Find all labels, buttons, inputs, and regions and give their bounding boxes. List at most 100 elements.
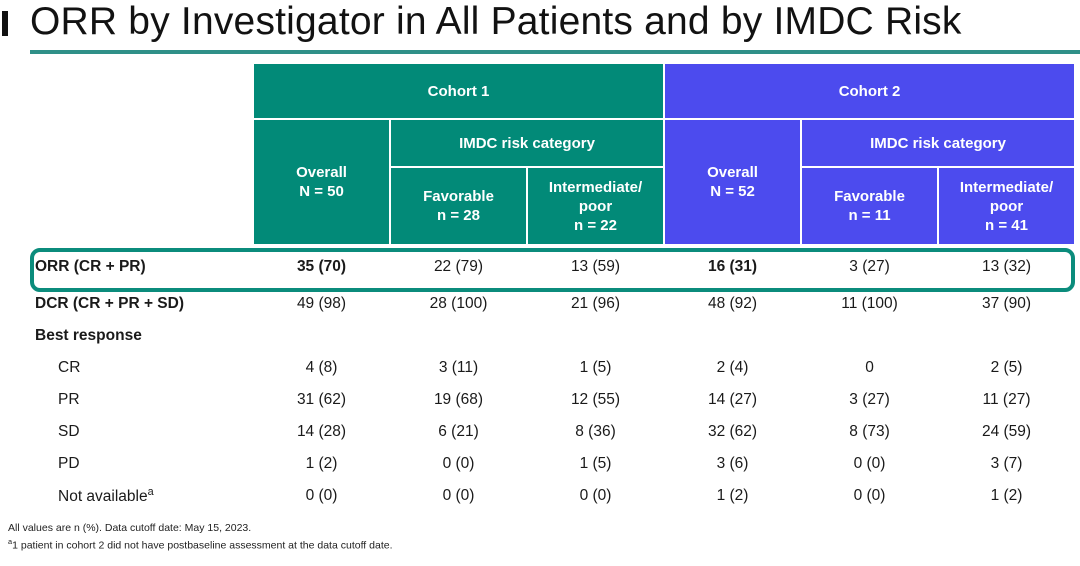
cell-na-c1-overall: 0 (0) [305,487,338,504]
overall-label: Overall [707,164,758,181]
cohort2-favorable-header: Favorable n = 11 [800,166,940,246]
header-row-imdc: Overall N = 50 IMDC risk category Overal… [30,118,1077,246]
cohort1-overall-header: Overall N = 50 [252,118,391,246]
table-row-sd: SD 14 (28) 6 (21) 8 (36) 32 (62) 8 (73) … [30,416,1075,448]
footnotes: All values are n (%). Data cutoff date: … [8,521,393,553]
favorable-label: Favorable [834,188,905,205]
cohort2-intermediate-poor-header: Intermediate/ poor n = 41 [937,166,1077,246]
cell-na-c2-favorable: 0 (0) [853,487,886,504]
cell-sd-c2-intermediate: 24 (59) [981,423,1032,440]
cell-cr-c2-intermediate: 2 (5) [990,359,1023,376]
row-label-cr: CR [58,359,81,376]
row-label-not-available: Not availablea [30,480,253,512]
page-title: ORR by Investigator in All Patients and … [30,0,962,43]
cell-pd-c1-intermediate: 1 (5) [579,455,612,472]
cell-dcr-c2-overall: 48 (92) [707,295,758,312]
cohort2-header: Cohort 2 [663,62,1077,120]
poor-label: poor [578,197,613,215]
overall-n: N = 50 [299,183,344,200]
cell-dcr-c2-favorable: 11 (100) [841,295,898,312]
intermediate-n: n = 22 [574,216,617,234]
header-row-cohorts: Cohort 1 Cohort 2 [30,62,1077,120]
cell-sd-c2-favorable: 8 (73) [849,423,890,440]
cell-orr-c1-favorable: 22 (79) [433,258,484,275]
cohort1-favorable-header: Favorable n = 28 [389,166,528,246]
cell-empty [527,320,664,352]
cell-pd-c1-favorable: 0 (0) [442,455,475,472]
cell-empty [938,320,1075,352]
row-label-pd: PD [58,455,80,472]
cell-dcr-c1-favorable: 28 (100) [429,295,488,312]
cohort1-header: Cohort 1 [251,62,666,120]
corner-cell [30,119,253,167]
cell-empty [390,320,527,352]
table-row-not-available: Not availablea 0 (0) 0 (0) 0 (0) 1 (2) 0… [30,480,1075,512]
cell-sd-c1-favorable: 6 (21) [438,423,479,440]
intermediate-n: n = 41 [985,216,1028,234]
header-row-risk-groups: Favorable n = 28 Intermediate/ poor n = … [30,166,1077,246]
footnote-line-2: a1 patient in cohort 2 did not have post… [8,535,393,553]
cell-pr-c2-overall: 14 (27) [707,391,758,408]
row-label-best-response: Best response [35,327,142,344]
cell-cr-c1-favorable: 3 (11) [438,359,479,376]
cell-orr-c2-intermediate: 13 (32) [981,258,1032,275]
cell-na-c1-intermediate: 0 (0) [579,487,612,504]
row-label-pr: PR [58,391,80,408]
cohort1-imdc-header: IMDC risk category [388,118,666,168]
cell-cr-c1-overall: 4 (8) [305,359,338,376]
cell-dcr-c1-intermediate: 21 (96) [570,295,621,312]
row-label-dcr: DCR (CR + PR + SD) [35,295,184,312]
footnote-marker: a [8,537,13,546]
corner-cell [30,167,253,245]
cell-pd-c2-overall: 3 (6) [716,455,749,472]
cohort2-imdc-header: IMDC risk category [800,118,1077,168]
cell-empty [664,320,801,352]
cell-orr-c2-favorable: 3 (27) [849,258,890,275]
cell-na-c2-overall: 1 (2) [716,487,749,504]
row-label-orr: ORR (CR + PR) [35,257,146,275]
cell-dcr-c2-intermediate: 37 (90) [981,295,1032,312]
cell-sd-c1-intermediate: 8 (36) [575,423,616,440]
cell-pr-c2-intermediate: 11 (27) [982,391,1031,408]
cell-sd-c2-overall: 32 (62) [707,423,758,440]
table-row-best-response: Best response [30,320,1075,352]
title-underline [30,50,1080,54]
cohort1-intermediate-poor-header: Intermediate/ poor n = 22 [525,166,666,246]
cell-pd-c1-overall: 1 (2) [305,455,338,472]
overall-label: Overall [296,164,347,181]
footnote-marker: a [147,485,154,498]
intermediate-label: Intermediate/ [548,178,643,196]
favorable-label: Favorable [423,188,494,205]
table-row-pd: PD 1 (2) 0 (0) 1 (5) 3 (6) 0 (0) 3 (7) [30,448,1075,480]
table-row-orr: ORR (CR + PR) 35 (70) 22 (79) 13 (59) 16… [30,245,1075,288]
cell-empty [801,320,938,352]
cell-orr-c1-intermediate: 13 (59) [570,258,621,275]
cell-pr-c1-favorable: 19 (68) [433,391,484,408]
slide-edge-mark [2,11,8,36]
cell-pr-c1-overall: 31 (62) [296,391,347,408]
cell-sd-c1-overall: 14 (28) [296,423,347,440]
cell-orr-c2-overall: 16 (31) [707,258,758,275]
footnote-line-1: All values are n (%). Data cutoff date: … [8,522,252,534]
poor-label: poor [989,197,1024,215]
favorable-n: n = 11 [848,207,891,224]
overall-n: N = 52 [710,183,755,200]
cell-cr-c1-intermediate: 1 (5) [579,359,612,376]
cell-na-c2-intermediate: 1 (2) [990,487,1023,504]
cell-orr-c1-overall: 35 (70) [296,258,347,275]
footnote-text: 1 patient in cohort 2 did not have postb… [12,539,393,552]
table-row-dcr: DCR (CR + PR + SD) 49 (98) 28 (100) 21 (… [30,288,1075,320]
cell-cr-c2-favorable: 0 [865,359,874,376]
cell-na-c1-favorable: 0 (0) [442,487,475,504]
cell-cr-c2-overall: 2 (4) [716,359,749,376]
cell-pd-c2-favorable: 0 (0) [853,455,886,472]
intermediate-label: Intermediate/ [959,178,1054,196]
corner-cell [30,63,253,119]
cell-pr-c2-favorable: 3 (27) [849,391,890,408]
table-row-cr: CR 4 (8) 3 (11) 1 (5) 2 (4) 0 2 (5) [30,352,1075,384]
cell-dcr-c1-overall: 49 (98) [296,295,347,312]
row-label-sd: SD [58,423,80,440]
cell-pr-c1-intermediate: 12 (55) [570,391,621,408]
orr-results-table: Cohort 1 Cohort 2 Overall N = 50 IMDC ri… [30,62,1077,512]
